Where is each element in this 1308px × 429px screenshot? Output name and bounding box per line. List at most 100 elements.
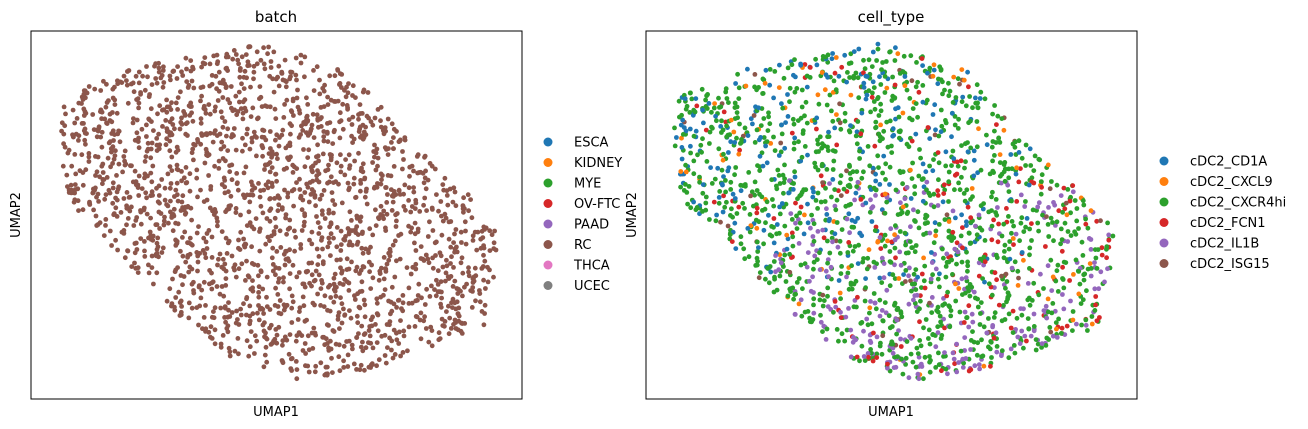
data-point: [286, 155, 291, 161]
data-point: [189, 78, 195, 84]
data-point: [1014, 165, 1019, 171]
data-point: [146, 262, 151, 268]
data-point: [225, 329, 231, 335]
data-point: [833, 207, 839, 213]
data-point: [207, 281, 212, 287]
data-point: [1077, 281, 1083, 287]
data-point: [781, 180, 787, 186]
data-point: [322, 293, 328, 299]
data-point: [332, 271, 338, 277]
data-point: [776, 173, 782, 178]
data-point: [257, 248, 263, 254]
data-point: [992, 103, 997, 108]
data-point: [356, 116, 361, 122]
data-point: [679, 156, 685, 162]
data-point: [912, 218, 917, 223]
data-point: [751, 203, 756, 209]
data-point: [135, 139, 141, 145]
legend-label: cDC2_IL1B: [1190, 237, 1259, 252]
data-point: [940, 199, 946, 205]
data-point: [321, 88, 327, 94]
data-point: [138, 236, 144, 242]
data-point: [262, 66, 268, 72]
data-point: [1048, 329, 1054, 335]
data-point: [358, 214, 364, 220]
data-point: [358, 188, 363, 194]
data-point: [261, 311, 266, 316]
data-point: [952, 172, 958, 178]
data-point: [1061, 185, 1067, 191]
data-point: [874, 351, 880, 357]
scatter-points: [672, 41, 1116, 382]
data-point: [819, 141, 825, 147]
data-point: [311, 135, 317, 141]
data-point: [759, 150, 765, 156]
data-point: [993, 140, 999, 145]
data-point: [189, 150, 195, 156]
data-point: [924, 179, 930, 185]
data-point: [325, 102, 331, 107]
data-point: [369, 362, 374, 368]
data-point: [909, 245, 915, 251]
data-point: [959, 212, 964, 218]
data-point: [125, 216, 131, 221]
data-point: [819, 70, 825, 75]
data-point: [459, 321, 465, 326]
data-point: [881, 153, 887, 159]
data-point: [345, 226, 351, 231]
data-point: [777, 181, 783, 186]
data-point: [1031, 168, 1037, 174]
data-point: [429, 343, 435, 349]
data-point: [321, 129, 327, 134]
data-point: [349, 122, 355, 127]
data-point: [1078, 301, 1084, 306]
data-point: [434, 192, 439, 198]
data-point: [811, 266, 816, 272]
data-point: [864, 266, 870, 272]
data-point: [972, 363, 978, 369]
data-point: [900, 371, 906, 377]
data-point: [949, 163, 954, 169]
data-point: [294, 95, 300, 101]
data-point: [317, 77, 322, 83]
data-point: [165, 171, 171, 177]
data-point: [895, 354, 900, 359]
data-point: [351, 175, 357, 181]
data-point: [430, 265, 436, 271]
data-point: [1093, 294, 1099, 299]
data-point: [276, 202, 282, 208]
data-point: [450, 199, 456, 205]
data-point: [92, 86, 98, 92]
data-point: [1019, 312, 1025, 318]
data-point: [385, 152, 391, 158]
data-point: [892, 302, 897, 308]
data-point: [772, 148, 778, 154]
data-point: [820, 292, 826, 298]
data-point: [820, 180, 825, 186]
data-point: [792, 169, 797, 175]
data-point: [173, 220, 179, 226]
data-point: [801, 231, 807, 237]
data-point: [326, 210, 332, 216]
data-point: [1010, 308, 1016, 314]
data-point: [1038, 191, 1044, 197]
data-point: [360, 339, 365, 345]
data-point: [402, 182, 408, 188]
data-point: [393, 224, 399, 229]
data-point: [738, 241, 744, 247]
data-point: [149, 189, 155, 195]
data-point: [834, 327, 840, 332]
data-point: [754, 210, 760, 216]
data-point: [927, 230, 933, 236]
data-point: [789, 217, 795, 222]
data-point: [960, 225, 965, 231]
data-point: [746, 254, 752, 260]
data-point: [814, 257, 820, 262]
data-point: [964, 249, 969, 255]
data-point: [373, 207, 378, 213]
data-point: [932, 220, 938, 226]
data-point: [908, 335, 914, 341]
data-point: [332, 127, 337, 133]
data-point: [273, 137, 278, 143]
data-point: [1016, 275, 1021, 281]
